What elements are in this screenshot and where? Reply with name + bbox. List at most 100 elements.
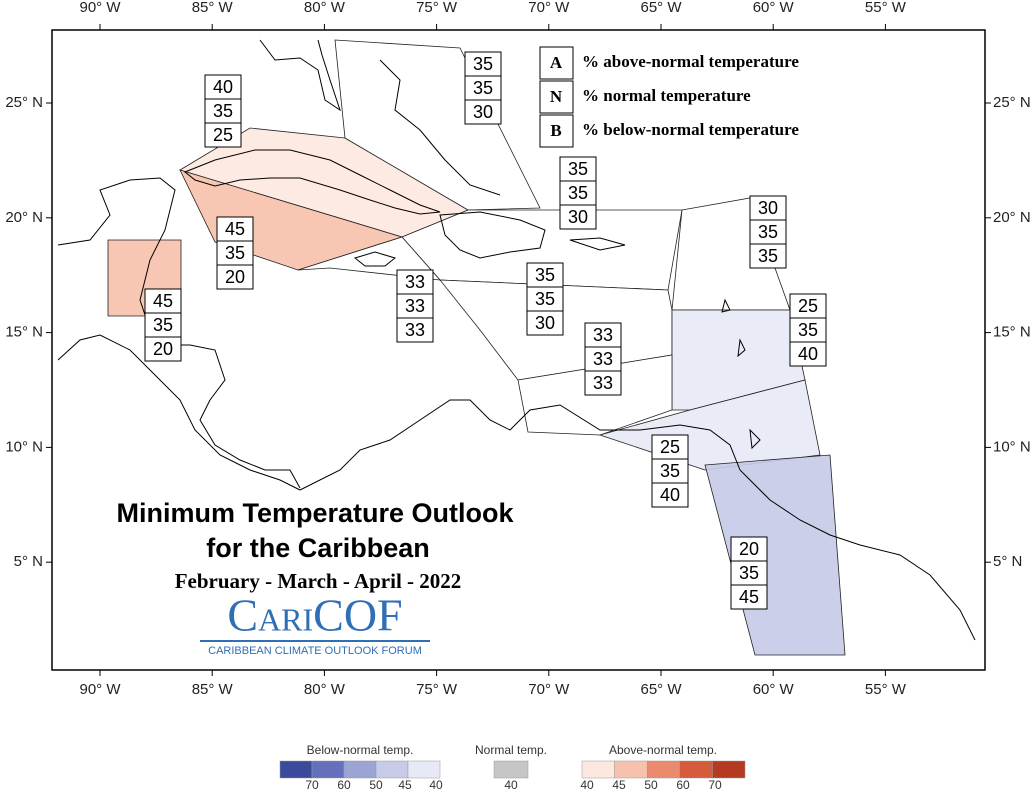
prob-below: 25 — [213, 125, 233, 145]
south-america-coast — [299, 399, 976, 641]
prob-cell — [559, 156, 597, 182]
prob-below: 30 — [535, 313, 555, 333]
colorbar-label: Above-normal temp. — [609, 743, 717, 757]
lat-label-left: 5° N — [14, 553, 43, 570]
colorbar-swatch — [407, 760, 441, 779]
period: February - March - April - 2022 — [175, 569, 462, 593]
prob-normal: 35 — [758, 222, 778, 242]
colorbar-swatch — [493, 760, 529, 779]
prob-normal: 35 — [473, 78, 493, 98]
prob-above: 45 — [225, 219, 245, 239]
key-cell — [539, 114, 574, 148]
lon-label-top: 80° W — [304, 0, 346, 16]
prob-cell — [216, 216, 254, 242]
lon-label-bottom: 75° W — [416, 681, 458, 698]
prob-cell — [216, 240, 254, 266]
prob-cell — [396, 317, 434, 343]
prob-cell — [216, 264, 254, 290]
prob-cell — [559, 204, 597, 230]
prob-cell — [584, 322, 622, 348]
colorbar-swatch — [646, 760, 681, 779]
prob-below: 30 — [473, 102, 493, 122]
prob-below: 33 — [593, 373, 613, 393]
colorbar-tick: 50 — [644, 778, 658, 791]
lon-label-bottom: 60° W — [753, 681, 795, 698]
lat-label-left: 10° N — [5, 438, 43, 455]
prob-normal: 35 — [660, 461, 680, 481]
prob-cell — [730, 584, 768, 610]
prob-normal: 35 — [535, 289, 555, 309]
key-text: % normal temperature — [582, 86, 751, 105]
prob-below: 45 — [739, 587, 759, 607]
prob-cell — [526, 310, 564, 336]
lon-label-top: 70° W — [528, 0, 570, 16]
colorbar-tick: 40 — [580, 778, 594, 791]
lesser-antilles — [721, 298, 761, 450]
prob-below: 30 — [568, 207, 588, 227]
cuba — [184, 149, 441, 215]
prob-normal: 35 — [213, 101, 233, 121]
colorbar-tick: 60 — [337, 778, 351, 791]
probability-boxes: 40 35 25 35 35 30 35 35 30 30 35 35 45 35 20 45 35 20 33 33… — [144, 51, 827, 610]
colorbar-swatch — [279, 760, 313, 779]
lon-label-top: 85° W — [192, 0, 234, 16]
prob-above: 30 — [758, 198, 778, 218]
colorbar-swatch — [712, 760, 746, 779]
key-cell — [539, 80, 574, 114]
logo-name: CariCOF — [227, 590, 402, 641]
prob-below: 20 — [225, 267, 245, 287]
colorbar-swatch — [375, 760, 409, 779]
colorbar-tick: 40 — [429, 778, 443, 791]
prob-above: 45 — [153, 291, 173, 311]
prob-cell — [396, 293, 434, 319]
prob-above: 33 — [405, 272, 425, 292]
lon-label-top: 60° W — [753, 0, 795, 16]
prob-cell — [584, 346, 622, 372]
lon-label-top: 65° W — [640, 0, 682, 16]
prob-cell — [526, 286, 564, 312]
prob-normal: 35 — [739, 563, 759, 583]
lon-label-top: 90° W — [79, 0, 121, 16]
axes: 90° W 90° W 85° W 85° W 80° W 80° W 75° W 75° W… — [5, 0, 1030, 698]
central-america-south — [57, 334, 301, 491]
prob-above: 33 — [593, 325, 613, 345]
lon-label-bottom: 70° W — [528, 681, 570, 698]
lon-label-bottom: 90° W — [79, 681, 121, 698]
colorbar-tick: 60 — [676, 778, 690, 791]
prob-below: 40 — [660, 485, 680, 505]
lat-label-left: 15° N — [5, 324, 43, 341]
prob-below: 20 — [153, 339, 173, 359]
map-frame — [51, 29, 986, 671]
colorbar-label: Below-normal temp. — [307, 743, 414, 757]
key-letter: A — [550, 53, 563, 72]
colorbar-tick: 40 — [504, 778, 518, 791]
lat-label-right: 20° N — [993, 209, 1030, 226]
colorbar-swatch — [343, 760, 377, 779]
lat-label-right: 25° N — [993, 94, 1030, 111]
prob-cell — [559, 180, 597, 206]
colorbar-label: Normal temp. — [475, 743, 547, 757]
prob-normal: 35 — [153, 315, 173, 335]
lon-label-bottom: 55° W — [865, 681, 907, 698]
hispaniola — [439, 211, 546, 259]
lon-label-top: 55° W — [865, 0, 907, 16]
coastlines — [57, 39, 976, 641]
prob-cell — [651, 434, 689, 460]
lat-label-left: 25° N — [5, 94, 43, 111]
prob-cell — [526, 262, 564, 288]
lat-label-left: 20° N — [5, 209, 43, 226]
prob-normal: 35 — [568, 183, 588, 203]
title: Minimum Temperature Outlook — [116, 498, 514, 528]
jamaica — [353, 251, 397, 267]
prob-normal: 33 — [593, 349, 613, 369]
colorbar-tick: 45 — [612, 778, 626, 791]
colorbar-tick: 45 — [398, 778, 412, 791]
prob-above: 40 — [213, 77, 233, 97]
key: A % above-normal temperature N % normal tem… — [539, 46, 799, 148]
colorbar-swatch — [311, 760, 345, 779]
puerto-rico — [569, 237, 626, 251]
prob-cell — [204, 122, 242, 148]
prob-cell — [749, 243, 787, 269]
prob-above: 25 — [660, 437, 680, 457]
